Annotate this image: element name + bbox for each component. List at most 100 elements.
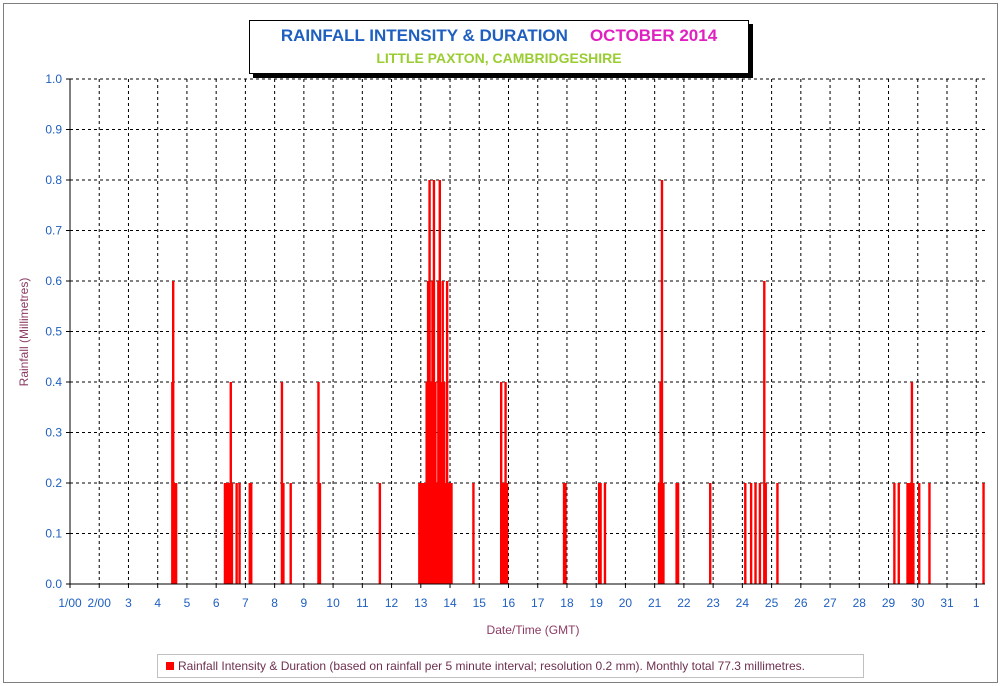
rain-bar — [442, 382, 446, 584]
x-tick-label: 24 — [736, 596, 750, 610]
rain-bar — [499, 382, 503, 584]
rain-bar — [431, 281, 434, 584]
rain-bar — [441, 281, 444, 584]
rain-bar — [603, 483, 607, 584]
x-tick-label: 1/00 — [58, 596, 82, 610]
rain-bar — [289, 483, 292, 584]
rain-bar — [744, 483, 747, 584]
x-tick-label: 16 — [502, 596, 516, 610]
rain-bar — [897, 483, 900, 584]
rain-bar — [909, 483, 912, 584]
x-tick-label: 20 — [619, 596, 633, 610]
rain-bar — [910, 382, 914, 584]
x-tick-label: 4 — [154, 596, 161, 610]
x-tick-label: 7 — [242, 596, 249, 610]
rain-bar — [599, 483, 602, 584]
rain-bar — [421, 483, 424, 584]
y-tick-label: 0.0 — [45, 577, 62, 591]
rain-bar — [448, 483, 452, 584]
rain-bar — [423, 483, 427, 584]
x-tick-label: 8 — [271, 596, 278, 610]
y-tick-label: 0.6 — [45, 274, 62, 288]
rain-bar — [434, 382, 437, 584]
legend-label: Rainfall Intensity & Duration (based on … — [178, 659, 805, 673]
title-box: RAINFALL INTENSITY & DURATION OCTOBER 201… — [249, 20, 749, 74]
rain-bar — [504, 382, 507, 584]
chart-subtitle: LITTLE PAXTON, CAMBRIDGESHIRE — [376, 50, 622, 66]
rain-bar — [422, 483, 425, 584]
rain-bar — [429, 382, 433, 584]
rain-bar — [174, 483, 178, 584]
x-tick-label: 3 — [125, 596, 132, 610]
rain-bar — [418, 483, 421, 584]
rain-bar — [378, 483, 382, 584]
rain-bar — [907, 483, 911, 584]
rain-bar — [318, 483, 322, 584]
x-tick-label: 12 — [385, 596, 399, 610]
y-tick-label: 0.4 — [45, 375, 62, 389]
rain-bar — [428, 180, 431, 584]
legend: Rainfall Intensity & Duration (based on … — [157, 654, 864, 678]
x-tick-label: 31 — [940, 596, 954, 610]
rain-bar — [444, 483, 447, 584]
rain-bar — [659, 382, 662, 584]
rain-bar — [419, 483, 422, 584]
rain-bar — [450, 483, 453, 584]
rain-bar — [505, 483, 509, 584]
y-tick-label: 1.0 — [45, 72, 62, 86]
x-tick-label: 30 — [911, 596, 925, 610]
x-tick-label: 28 — [853, 596, 867, 610]
x-tick-label: 17 — [531, 596, 545, 610]
rain-bar — [676, 483, 680, 584]
y-tick-label: 0.8 — [45, 173, 62, 187]
rain-bar — [502, 483, 506, 584]
x-tick-label: 2/00 — [88, 596, 112, 610]
rain-bar — [472, 483, 475, 584]
grid-layer — [70, 78, 985, 584]
x-tick-label: 23 — [706, 596, 720, 610]
rain-bar — [918, 483, 921, 584]
x-tick-label: 25 — [765, 596, 779, 610]
rain-bar — [282, 483, 285, 584]
rain-bar — [447, 483, 450, 584]
title-line: RAINFALL INTENSITY & DURATION OCTOBER 201… — [250, 26, 748, 46]
rain-bar — [238, 483, 241, 584]
rain-bar — [425, 382, 428, 584]
x-tick-label: 10 — [326, 596, 340, 610]
rain-bar — [912, 483, 915, 584]
rain-bar — [754, 483, 757, 584]
rain-bar — [435, 483, 439, 584]
rain-bar — [171, 281, 175, 584]
rain-bar — [597, 483, 601, 584]
rain-bar — [763, 281, 766, 584]
rain-bar — [764, 483, 767, 584]
rain-bar — [248, 483, 251, 584]
rain-bar — [982, 483, 985, 584]
y-axis-label: Rainfall (Millimetres) — [17, 278, 31, 387]
rain-bar — [660, 180, 664, 584]
rain-bar — [906, 483, 909, 584]
y-tick-label: 0.1 — [45, 527, 62, 541]
x-tick-label: 18 — [560, 596, 574, 610]
legend-swatch — [166, 661, 174, 670]
x-axis-label: Date/Time (GMT) — [487, 623, 580, 637]
x-tick-label: 15 — [473, 596, 487, 610]
bars-layer — [171, 180, 985, 584]
rain-bar — [657, 483, 661, 584]
rain-bar — [432, 180, 436, 584]
rain-bar — [562, 483, 566, 584]
ticks-layer: 0.0 0.1 0.2 0.3 0.4 0.5 0.6 0.7 0.8 0.9 1.0 1/00 2/0… — [45, 72, 980, 610]
x-tick-label: 21 — [648, 596, 662, 610]
x-tick-label: 6 — [213, 596, 220, 610]
rain-bar — [440, 382, 443, 584]
x-tick-label: 1 — [973, 596, 980, 610]
rain-bar — [501, 483, 504, 584]
y-tick-label: 0.5 — [45, 325, 62, 339]
y-tick-label: 0.9 — [45, 123, 62, 137]
chart-title: RAINFALL INTENSITY & DURATION — [280, 26, 568, 45]
rain-bar — [749, 483, 753, 584]
chart-title-date: OCTOBER 2014 — [589, 26, 718, 45]
rain-bar — [675, 483, 678, 584]
x-tick-label: 19 — [590, 596, 604, 610]
